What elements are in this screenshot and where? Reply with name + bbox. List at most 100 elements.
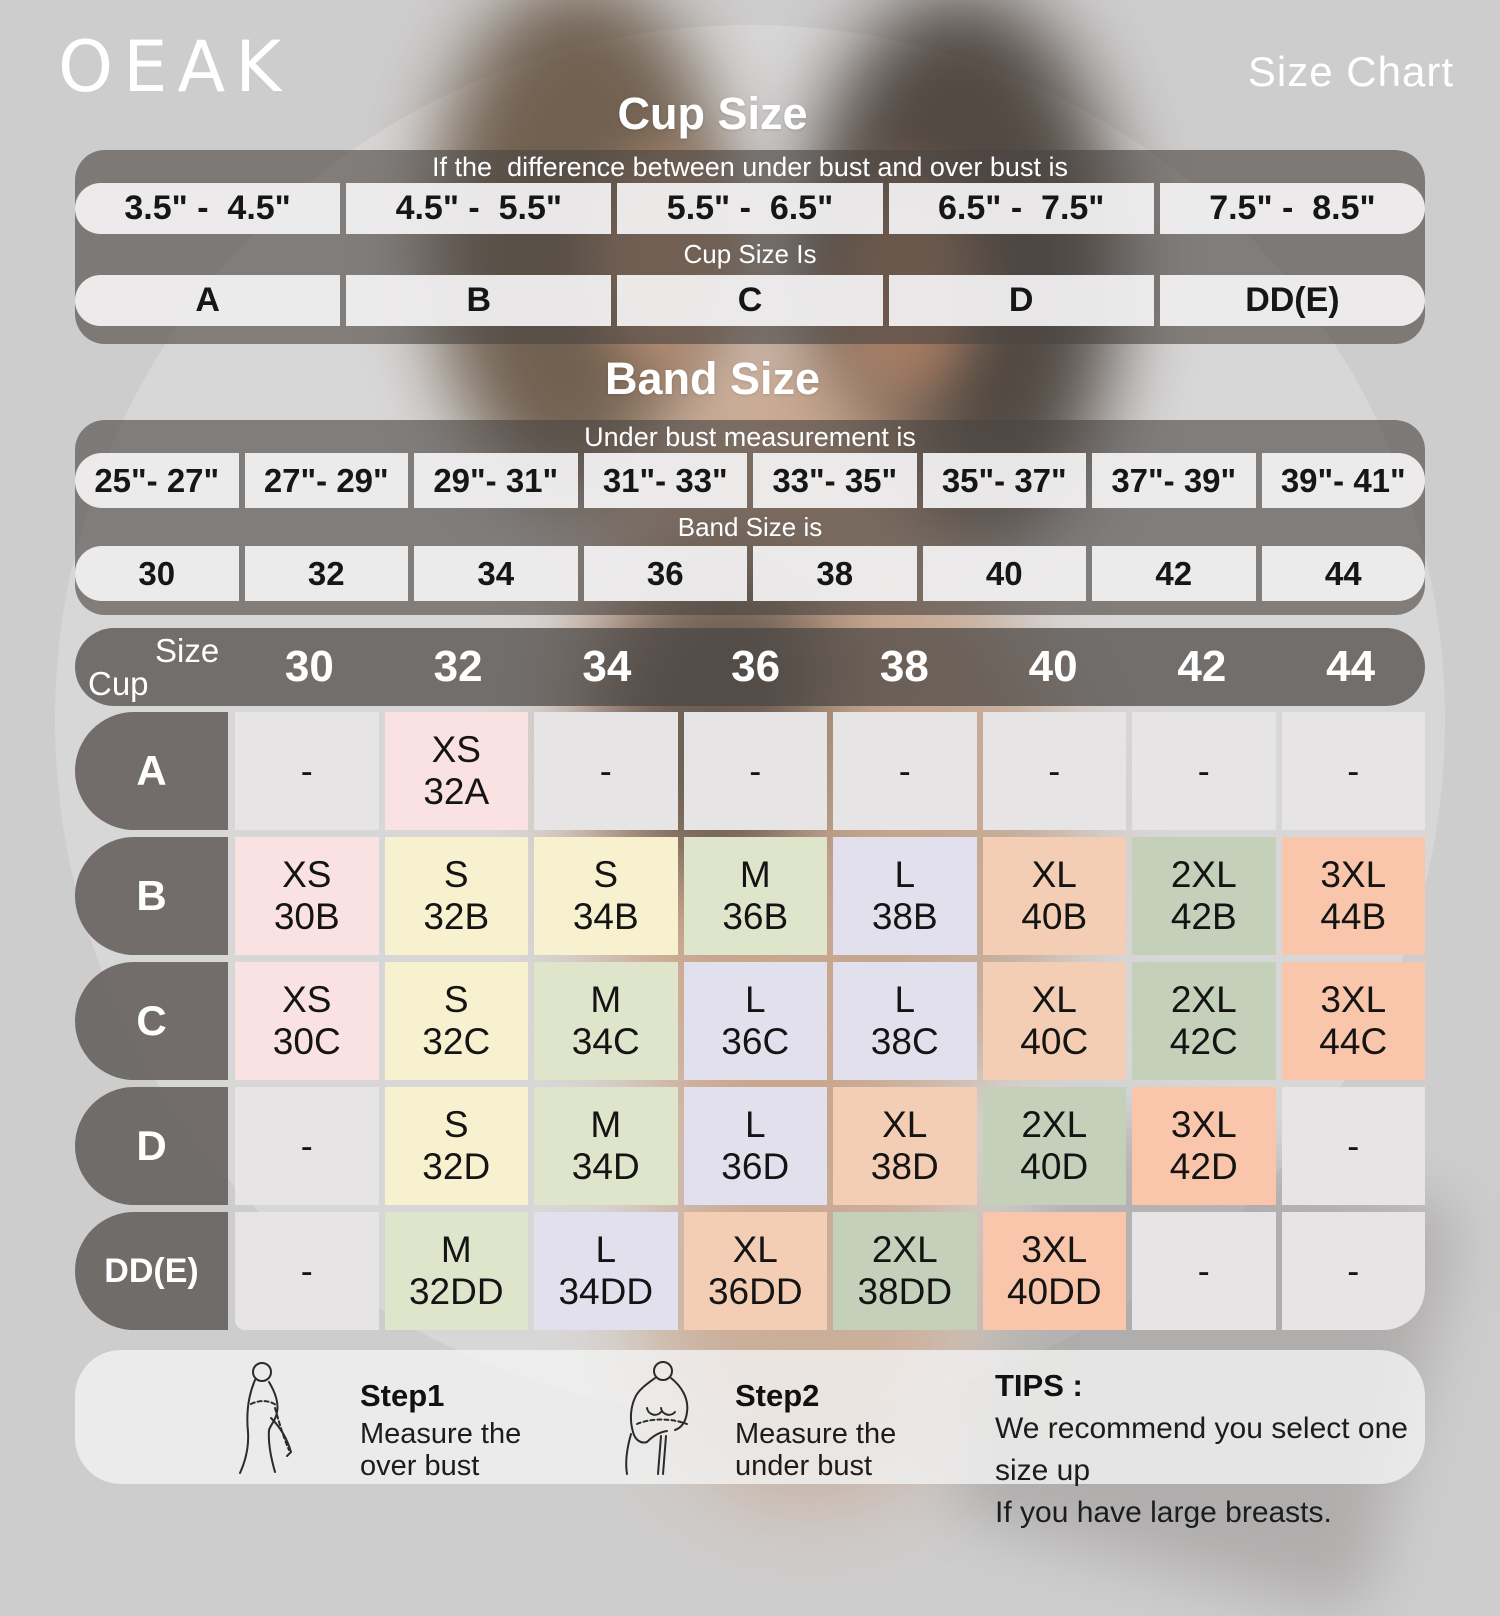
matrix-empty-cell: - — [1132, 712, 1276, 830]
size-code: 36C — [721, 1021, 790, 1062]
matrix-corner-size-label: Size — [155, 632, 220, 669]
band-range-cell: 35"- 37" — [922, 453, 1086, 508]
matrix-size-cell: L 34DD — [534, 1212, 678, 1330]
matrix-empty-cell: - — [683, 712, 827, 830]
size-code: 32B — [423, 896, 490, 937]
matrix-size-cell: L 36C — [683, 962, 827, 1080]
size-code: 34D — [571, 1146, 640, 1187]
step2-line2: under bust — [735, 1450, 873, 1483]
size-label: M — [590, 979, 622, 1021]
size-code: 40DD — [1006, 1271, 1102, 1312]
size-code: 36D — [721, 1146, 790, 1187]
size-code: 32DD — [408, 1271, 504, 1312]
matrix-size-cell: XS 30B — [235, 837, 379, 955]
size-code: 36DD — [707, 1271, 803, 1312]
matrix-size-cell: 3XL 44B — [1281, 837, 1425, 955]
step2-title: Step2 — [735, 1378, 820, 1413]
size-code: 34DD — [558, 1271, 654, 1312]
matrix-column-header: 40 — [1028, 642, 1078, 691]
matrix-column-header: 44 — [1326, 642, 1376, 691]
cup-range-cell: 4.5" - 5.5" — [346, 183, 612, 234]
band-value-cell: 32 — [244, 546, 408, 601]
size-label: L — [595, 1229, 617, 1271]
size-code: 40C — [1020, 1021, 1089, 1062]
matrix-cup-label: DD(E) — [75, 1212, 228, 1330]
matrix-size-cell: 2XL 38DD — [833, 1212, 977, 1330]
size-label: M — [440, 1229, 472, 1271]
matrix-empty-cell: - — [1132, 1212, 1276, 1330]
measure-over-bust-icon — [239, 1362, 293, 1474]
size-code: 32C — [422, 1021, 491, 1062]
matrix-size-cell: M 32DD — [384, 1212, 528, 1330]
band-value-cell: 30 — [75, 546, 239, 601]
cup-condition-label: If the difference between under bust and… — [432, 152, 1068, 182]
matrix-column-header: 42 — [1177, 642, 1227, 691]
band-range-cell: 27"- 29" — [244, 453, 408, 508]
cup-value-cell: DD(E) — [1159, 275, 1426, 326]
size-code: 40B — [1021, 896, 1088, 937]
cup-value-row: A B C D DD(E) — [75, 275, 1426, 326]
tips-text: We recommend you select one size up If y… — [995, 1408, 1425, 1534]
band-range-row: 25"- 27" 27"- 29" 29"- 31" 31"- 33" 33"- 35"… — [75, 453, 1425, 508]
step1-line1: Measure the — [360, 1418, 522, 1450]
size-label: XS — [282, 854, 332, 896]
size-label: L — [744, 1104, 766, 1146]
matrix-size-cell: S 34B — [534, 837, 678, 955]
matrix-size-cell: 2XL 42B — [1132, 837, 1276, 955]
matrix-row-cup-C: C XS 30C S 32C M 34C L 36C L 38C XL 40C 2XL 42C 3XL 44C — [75, 962, 1425, 1080]
size-code: 38B — [871, 896, 938, 937]
matrix-empty-cell: - — [235, 712, 379, 830]
size-label: M — [590, 1104, 622, 1146]
band-range-cell: 31"- 33" — [583, 453, 747, 508]
cup-value-cell: B — [346, 275, 612, 326]
size-code: 38D — [870, 1146, 939, 1187]
matrix-row-cup-A: A - XS 32A - - - - - - — [75, 712, 1425, 830]
size-code: 38C — [870, 1021, 939, 1062]
size-code: 34C — [571, 1021, 640, 1062]
band-range-cell: 25"- 27" — [75, 453, 239, 508]
band-value-cell: 42 — [1092, 546, 1256, 601]
matrix-size-cell: XL 40B — [982, 837, 1126, 955]
size-label: S — [593, 854, 619, 896]
size-label: S — [443, 854, 469, 896]
matrix-row-cells: - S 32D M 34D L 36D XL 38D 2XL 40D 3XL 42D - — [235, 1087, 1425, 1205]
matrix-empty-cell: - — [1281, 1087, 1425, 1205]
band-value-cell: 36 — [583, 546, 747, 601]
cup-size-heading: Cup Size — [617, 88, 808, 139]
cup-range-cell: 6.5" - 7.5" — [888, 183, 1154, 234]
step2-line1: Measure the — [735, 1418, 897, 1450]
matrix-row-cells: XS 30C S 32C M 34C L 36C L 38C XL 40C 2XL 42C 3XL 44C — [235, 962, 1425, 1080]
band-condition-label: Under bust measurement is — [584, 422, 916, 452]
size-label: M — [739, 854, 771, 896]
cup-range-cell: 5.5" - 6.5" — [617, 183, 883, 234]
matrix-empty-cell: - — [534, 712, 678, 830]
matrix-size-cell: XL 40C — [982, 962, 1126, 1080]
matrix-empty-cell: - — [1281, 712, 1425, 830]
matrix-size-cell: L 38B — [833, 837, 977, 955]
cup-range-row: 3.5" - 4.5" 4.5" - 5.5" 5.5" - 6.5" 6.5" - … — [75, 183, 1426, 234]
size-label: XL — [1031, 979, 1077, 1021]
size-label: 3XL — [1170, 1104, 1237, 1146]
matrix-empty-cell: - — [982, 712, 1126, 830]
matrix-column-header: 36 — [731, 642, 781, 691]
matrix-corner-cup-label: Cup — [88, 665, 149, 702]
size-code: 42C — [1169, 1021, 1238, 1062]
step2-text: Measure the under bust — [735, 1418, 896, 1483]
brand-logo: OEAK — [58, 26, 292, 108]
matrix-row-cells: XS 30B S 32B S 34B M 36B L 38B XL 40B 2XL 42B 3XL 44B — [235, 837, 1425, 955]
matrix-cup-label: D — [75, 1087, 228, 1205]
size-label: 2XL — [1021, 1104, 1088, 1146]
size-code: 42D — [1169, 1146, 1238, 1187]
band-value-cell: 40 — [922, 546, 1086, 601]
size-label: 3XL — [1021, 1229, 1088, 1271]
matrix-size-cell: 3XL 40DD — [982, 1212, 1126, 1330]
matrix-size-cell: M 36B — [683, 837, 827, 955]
matrix-size-cell: XS 32A — [384, 712, 528, 830]
matrix-column-header: 30 — [284, 642, 334, 691]
size-chart-infographic: { "brand": "OEAK", "page_title": "Size C… — [58, 0, 1465, 1616]
size-code: 32D — [422, 1146, 491, 1187]
size-label: 2XL — [871, 1229, 938, 1271]
size-code: 34B — [572, 896, 639, 937]
cup-value-cell: D — [888, 275, 1154, 326]
matrix-size-cell: 3XL 42D — [1132, 1087, 1276, 1205]
